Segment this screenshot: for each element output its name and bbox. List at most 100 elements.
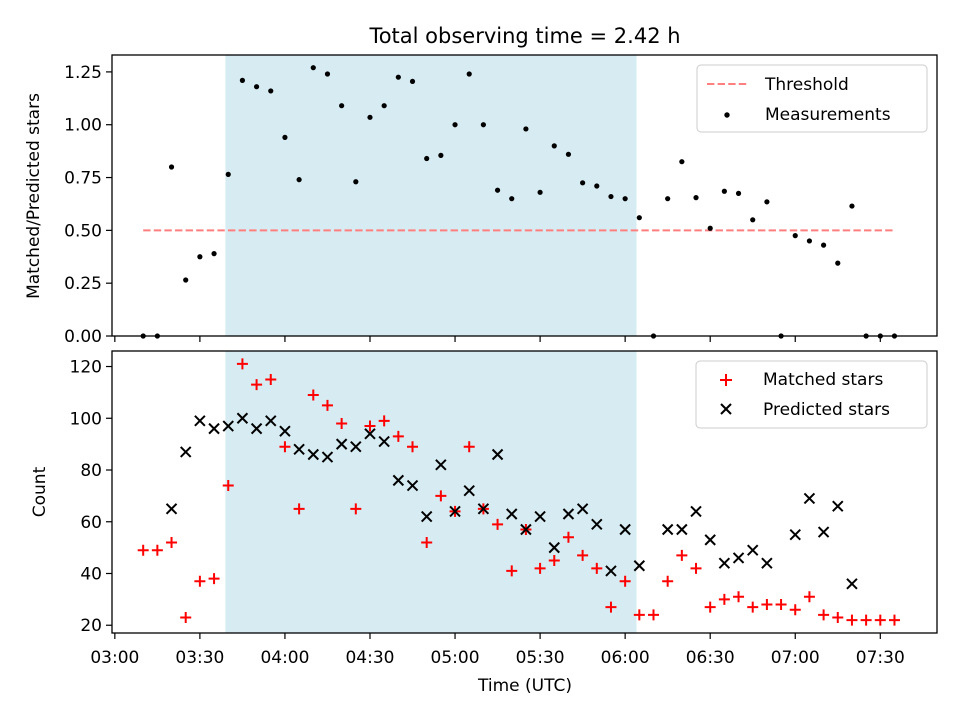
predicted-star-point — [817, 526, 830, 538]
measurement-point — [197, 254, 203, 260]
predicted-star-point — [747, 544, 759, 556]
measurements-legend-label: Measurements — [765, 105, 891, 125]
predicted-star-point — [690, 505, 702, 518]
measurement-point — [466, 71, 472, 77]
measurement-point — [792, 233, 798, 239]
predicted-star-point — [619, 523, 631, 536]
predicted-star-point — [350, 441, 362, 453]
matched-star-point — [690, 562, 702, 574]
x-axis-label: Time (UTC) — [477, 676, 572, 696]
predicted-star-point — [194, 415, 206, 427]
matched-star-point — [407, 441, 419, 453]
predicted-star-point — [576, 503, 589, 515]
matched-star-point — [591, 562, 603, 574]
matched-star-point — [137, 544, 149, 556]
predicted-star-point — [378, 435, 390, 448]
matched-star-point — [775, 599, 787, 611]
measurement-point — [239, 77, 246, 83]
matched-star-point — [194, 575, 206, 587]
measurement-point — [494, 187, 501, 193]
predicted-star-point — [321, 451, 334, 463]
ratio-legend: Threshold Measurements — [696, 64, 928, 133]
measurement-point — [622, 196, 628, 202]
x-tick-label: 04:30 — [345, 648, 394, 668]
measurement-point — [183, 277, 189, 283]
measurement-point — [310, 65, 316, 71]
ratio-y-axis-label: Matched/Predicted stars — [24, 93, 44, 299]
predicted-legend-swatch — [720, 403, 732, 415]
matched-star-point — [761, 599, 773, 611]
matched-star-point — [718, 593, 730, 605]
predicted-star-point — [293, 443, 305, 456]
predicted-star-point — [449, 505, 461, 518]
count-y-tick-label: 80 — [80, 461, 102, 481]
measurement-point — [381, 103, 387, 109]
matched-legend-label: Matched stars — [763, 370, 883, 390]
predicted-star-point — [392, 474, 405, 487]
x-tick-label: 05:30 — [516, 648, 565, 668]
x-tick-label: 04:00 — [260, 648, 309, 668]
matched-star-point — [888, 614, 900, 626]
measurement-point — [693, 195, 699, 201]
matched-star-point — [492, 518, 504, 530]
count-y-tick-label: 40 — [80, 564, 102, 584]
matched-star-point — [619, 575, 631, 587]
x-tick-label: 07:00 — [771, 648, 820, 668]
matched-star-point — [364, 420, 376, 432]
x-tick-label: 05:00 — [431, 648, 480, 668]
measurement-point — [537, 189, 543, 195]
matched-star-point — [577, 549, 589, 561]
matched-star-point — [279, 441, 291, 453]
matched-star-point — [307, 389, 319, 401]
count-panel: 20 40 60 80 100 120 03:00 03:30 04:00 04:30 05:00 0… — [30, 350, 938, 696]
measurement-point — [324, 71, 331, 77]
ratio-y-tick-label: 0.25 — [64, 274, 102, 294]
predicted-star-point — [180, 446, 192, 458]
measurement-point — [594, 183, 600, 189]
predicted-star-point — [548, 541, 560, 554]
predicted-star-point — [732, 552, 745, 564]
measurement-point — [509, 196, 515, 202]
predicted-star-point — [265, 415, 277, 427]
matched-star-point — [605, 601, 617, 613]
matched-star-point — [435, 490, 447, 502]
matched-star-point — [236, 358, 248, 370]
measurement-point — [750, 217, 756, 223]
matched-star-point — [463, 441, 475, 453]
matched-star-point — [350, 503, 362, 515]
matched-star-point — [662, 575, 674, 587]
ratio-y-tick-label: 1.00 — [64, 116, 102, 136]
predicted-star-point — [420, 510, 433, 523]
matched-star-point — [265, 373, 277, 385]
predicted-star-point — [406, 479, 419, 492]
x-tick-label: 06:30 — [686, 648, 735, 668]
measurement-point — [268, 88, 274, 94]
matched-star-point — [392, 430, 404, 442]
measurement-point — [665, 196, 671, 202]
matched-star-point — [846, 614, 858, 626]
measurement-point — [679, 159, 685, 165]
measurement-point — [296, 177, 302, 183]
predicted-star-point — [279, 425, 291, 437]
predicted-star-point — [789, 528, 801, 541]
measurement-point — [735, 190, 742, 196]
predicted-star-point — [236, 412, 249, 424]
count-y-tick-label: 120 — [70, 358, 102, 378]
measurement-point — [395, 74, 401, 80]
measurement-point — [636, 215, 642, 221]
predicted-star-point — [704, 534, 716, 546]
matched-star-point — [704, 601, 716, 613]
predicted-star-point — [605, 565, 617, 577]
measurement-point — [849, 203, 855, 209]
predicted-star-point — [250, 422, 263, 435]
ratio-panel-frame — [111, 54, 938, 337]
matched-star-point — [562, 531, 574, 543]
matched-star-point — [378, 415, 390, 427]
matched-star-point — [803, 591, 815, 603]
predicted-star-point — [335, 438, 348, 450]
x-tick-label: 06:00 — [601, 648, 650, 668]
measurement-point — [424, 155, 430, 162]
predicted-star-point — [803, 492, 816, 505]
ratio-y-tick-label: 0.00 — [64, 327, 102, 347]
